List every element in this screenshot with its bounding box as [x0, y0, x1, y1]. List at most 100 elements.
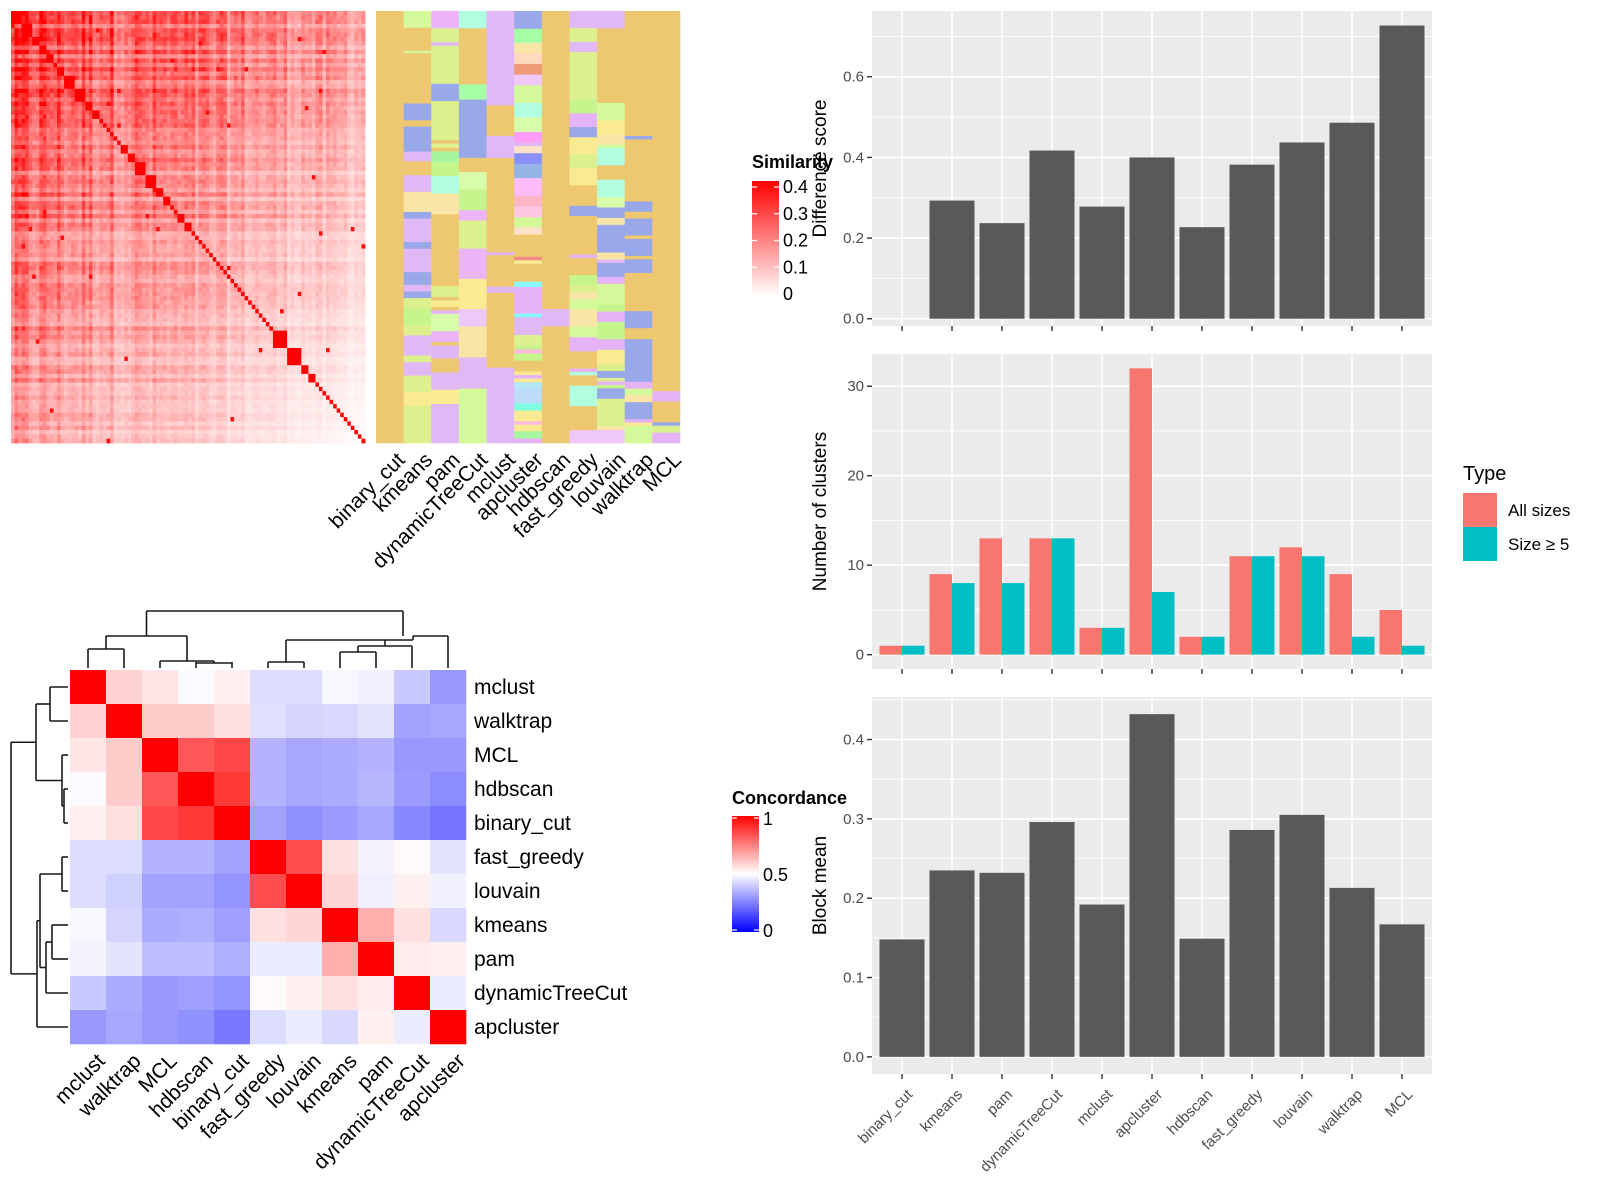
- similarity-cell: [237, 97, 242, 103]
- similarity-cell: [258, 196, 263, 202]
- similarity-cell: [216, 67, 221, 72]
- similarity-cell: [14, 71, 19, 77]
- similarity-cell: [141, 15, 146, 21]
- similarity-cell: [326, 62, 330, 68]
- similarity-cell: [191, 106, 196, 111]
- similarity-cell: [294, 119, 299, 124]
- similarity-cell: [354, 127, 359, 133]
- similarity-cell: [241, 153, 246, 159]
- similarity-cell: [311, 144, 316, 150]
- similarity-cell: [361, 201, 366, 206]
- similarity-cell: [99, 58, 104, 64]
- similarity-cell: [57, 157, 61, 163]
- similarity-cell: [127, 101, 132, 107]
- similarity-cell: [269, 183, 274, 189]
- similarity-cell: [329, 131, 334, 137]
- similarity-cell: [308, 162, 313, 167]
- similarity-cell: [350, 144, 355, 150]
- similarity-cell: [357, 166, 362, 172]
- similarity-cell: [276, 58, 281, 64]
- similarity-cell: [11, 196, 15, 202]
- similarity-cell: [64, 84, 69, 90]
- similarity-cell: [11, 41, 15, 46]
- similarity-cell: [340, 131, 345, 137]
- similarity-cell: [92, 222, 97, 228]
- similarity-cell: [280, 101, 284, 107]
- similarity-cell: [311, 15, 316, 21]
- similarity-cell: [78, 110, 83, 116]
- similarity-cell: [49, 54, 54, 59]
- similarity-cell: [202, 36, 207, 42]
- similarity-cell: [173, 123, 178, 129]
- similarity-cell: [53, 209, 58, 215]
- similarity-cell: [340, 214, 345, 219]
- similarity-cell: [318, 188, 323, 193]
- similarity-cell: [294, 192, 299, 198]
- similarity-cell: [49, 123, 54, 129]
- similarity-cell: [14, 218, 19, 224]
- similarity-cell: [149, 88, 153, 94]
- similarity-cell: [120, 196, 125, 202]
- similarity-cell: [99, 19, 104, 25]
- similarity-cell: [74, 80, 79, 85]
- similarity-cell: [205, 49, 210, 55]
- similarity-cell: [237, 114, 242, 120]
- similarity-cell: [329, 97, 334, 103]
- similarity-cell: [42, 131, 47, 137]
- similarity-cell: [32, 218, 37, 224]
- similarity-cell: [315, 170, 320, 176]
- similarity-cell: [149, 101, 153, 107]
- similarity-cell: [103, 209, 107, 215]
- similarity-cell: [209, 110, 214, 116]
- similarity-cell: [248, 106, 253, 111]
- similarity-cell: [134, 93, 139, 98]
- similarity-cell: [343, 15, 348, 21]
- similarity-cell: [120, 97, 125, 103]
- similarity-cell: [134, 218, 139, 224]
- similarity-cell: [297, 209, 302, 215]
- similarity-cell: [85, 196, 90, 202]
- similarity-cell: [141, 54, 146, 59]
- similarity-cell: [28, 140, 33, 146]
- similarity-cell: [230, 123, 235, 129]
- similarity-cell: [99, 23, 104, 29]
- similarity-cell: [92, 166, 97, 172]
- similarity-cell: [230, 62, 235, 68]
- similarity-cell: [173, 71, 178, 77]
- similarity-cell: [350, 140, 355, 146]
- similarity-cell: [205, 28, 210, 33]
- similarity-cell: [347, 93, 352, 98]
- similarity-cell: [106, 140, 111, 146]
- similarity-cell: [269, 127, 274, 133]
- similarity-cell: [35, 157, 40, 163]
- similarity-cell: [145, 62, 150, 68]
- similarity-cell: [357, 71, 362, 77]
- similarity-cell: [152, 131, 157, 137]
- similarity-cell: [255, 54, 260, 59]
- similarity-cell: [131, 214, 136, 219]
- similarity-cell: [32, 32, 37, 38]
- similarity-cell: [159, 214, 164, 219]
- similarity-cell: [21, 101, 26, 107]
- similarity-cell: [117, 49, 122, 55]
- similarity-cell: [180, 45, 185, 51]
- similarity-cell: [226, 119, 231, 124]
- similarity-cell: [166, 144, 171, 150]
- similarity-cell: [71, 75, 76, 81]
- similarity-cell: [294, 88, 299, 94]
- similarity-cell: [184, 188, 189, 193]
- similarity-cell: [127, 32, 132, 38]
- similarity-cell: [152, 157, 157, 163]
- similarity-cell: [49, 62, 54, 68]
- similarity-cell: [81, 106, 86, 111]
- similarity-cell: [131, 45, 136, 51]
- similarity-cell: [308, 93, 313, 98]
- similarity-cell: [237, 222, 242, 228]
- similarity-cell: [95, 41, 100, 46]
- similarity-cell: [85, 97, 90, 103]
- similarity-cell: [205, 214, 210, 219]
- similarity-cell: [318, 166, 323, 172]
- similarity-cell: [354, 170, 359, 176]
- similarity-cell: [95, 149, 100, 154]
- similarity-cell: [32, 36, 37, 42]
